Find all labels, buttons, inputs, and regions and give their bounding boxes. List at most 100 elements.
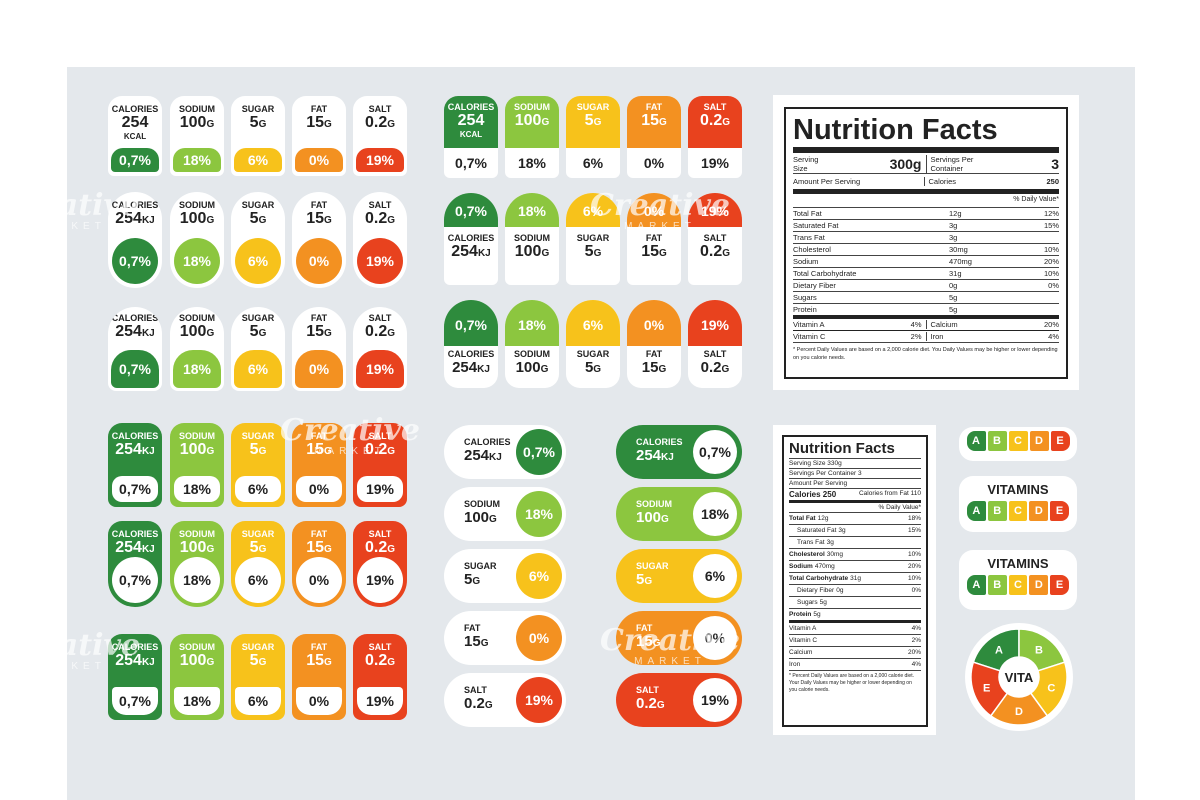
nutrient-value: 100G [464, 509, 500, 529]
grade-a: A [966, 431, 986, 451]
nutrient-unit: G [324, 446, 332, 457]
nutrient-tag-sodium: 18% SODIUM 100G [505, 193, 559, 285]
pct-value: 0,7% [119, 481, 151, 497]
nutrient-number: 254 [115, 210, 142, 227]
nf-row: Trans Fat 3g [789, 536, 921, 548]
nutrient-number: 15 [641, 112, 659, 129]
nutrient-value: 15G [292, 652, 346, 672]
nutrient-value: 15G [627, 112, 681, 132]
nutrient-label: SALT [368, 200, 392, 210]
pill-text: CALORIES 254KJ [636, 437, 683, 467]
pct-value: 6% [247, 253, 269, 269]
nutrient-unit: KCAL [459, 130, 483, 139]
nf-serving: Serving Size 300g Servings Per Container 3 [793, 155, 1059, 174]
nutrient-value: 100G [505, 112, 559, 132]
nutrient-tag-calories: CALORIES 254 KCAL 0,7% [444, 96, 498, 178]
grade-c: C [1008, 575, 1028, 595]
pct-box: 18% [174, 687, 220, 715]
grade-b: B [987, 501, 1007, 521]
nutrient-label: SODIUM [514, 102, 550, 112]
nutrient-value: 0.2G [464, 695, 493, 715]
nutrient-unit: G [659, 117, 667, 128]
pct-value: 19% [365, 361, 395, 377]
pct-circle: 6% [693, 554, 737, 598]
grade-e: E [1050, 501, 1069, 521]
watermark: Creative MARKET [920, 0, 1060, 30]
nutrient-unit: G [206, 446, 215, 457]
nutrient-label: SUGAR [241, 200, 275, 210]
nutrient-pill-sodium: SODIUM 100G 18% [616, 487, 742, 541]
nutrient-number: 0.2 [364, 323, 388, 340]
nutrient-unit: KJ [477, 364, 490, 375]
nutrient-pill-fat: FAT 15G 0% [444, 611, 566, 665]
nutrient-label: SUGAR [241, 431, 275, 441]
nutrient-value: 254 [444, 112, 498, 130]
nutrient-value: 100G [170, 323, 224, 343]
nutrient-unit: G [721, 364, 730, 375]
nutrient-label: SUGAR [241, 313, 275, 323]
pct-value: 0% [308, 152, 330, 168]
pct-value: 6% [247, 572, 269, 588]
nutrient-label: SALT [368, 104, 392, 114]
nf-row: Calcium 20% [789, 646, 921, 658]
nutrient-unit: G [258, 215, 267, 226]
pct-value: 19% [700, 155, 730, 171]
nf-vitamin-row: Vitamin C 2% Iron 4% [793, 330, 1059, 341]
nutrient-value: 15G [627, 359, 681, 379]
pct-value: 0% [308, 481, 330, 497]
nutrient-label: SUGAR [576, 233, 610, 243]
nutrient-unit: KJ [141, 215, 155, 226]
nutrient-tag-fat: 0% FAT 15G [627, 193, 681, 285]
nutrient-label: SALT [464, 685, 487, 695]
nutrient-unit: KJ [141, 328, 155, 339]
nutrient-label: SUGAR [576, 349, 610, 359]
nutrient-label: SUGAR [241, 529, 275, 539]
colored-header: FAT 15G [627, 96, 681, 148]
nutrient-number: 254 [115, 539, 142, 556]
donut-label-e: E [983, 683, 990, 695]
nutrient-number: 254 [451, 243, 478, 260]
nutrition-facts-label-large: Nutrition Facts Serving Size 300g Servings … [773, 95, 1079, 390]
nutrient-value: 100G [505, 243, 559, 263]
pct-value: 18% [182, 693, 212, 709]
nutrient-value: 5G [231, 323, 285, 343]
nutrient-tag-sugar: 6% SUGAR 5G [566, 193, 620, 285]
nutrient-pill-calories: CALORIES 254KJ 0,7% [616, 425, 742, 479]
nf-row: Sodium 470mg 20% [793, 255, 1059, 266]
pill-text: CALORIES 254KJ [464, 437, 511, 467]
nutrient-label: CALORIES [111, 529, 159, 539]
nutrient-label: SUGAR [464, 561, 497, 571]
nutrient-tag-sodium: SODIUM 100G 18% [170, 96, 224, 176]
nf-row: Cholesterol 30mg 10% [789, 548, 921, 560]
nutrient-value: 100G [505, 359, 559, 379]
pct-value: 0% [528, 630, 550, 646]
pct-value: 18% [182, 152, 212, 168]
nutrient-value: 0.2G [353, 652, 407, 672]
nutrient-number: 5 [249, 323, 259, 340]
nutrient-value: 254KJ [636, 447, 683, 467]
pct-tab: 0% [295, 148, 343, 172]
nutrient-value: 254KJ [444, 243, 498, 263]
nutrient-value: 254KJ [108, 323, 162, 343]
vita-center-label: VITA [1005, 670, 1034, 685]
nutrient-label: SALT [636, 685, 659, 695]
nutrient-value: 5G [636, 571, 669, 591]
nutrient-value: 100G [636, 509, 672, 529]
nutrient-number: 254 [115, 652, 142, 669]
pct-circle: 19% [516, 677, 562, 723]
nutrient-label: SUGAR [241, 104, 275, 114]
pill-text: SUGAR 5G [464, 561, 497, 591]
pct-value: 19% [365, 253, 395, 269]
nutrient-unit: G [593, 248, 602, 259]
nutrient-tag-salt: SALT 0.2G 19% [353, 521, 407, 607]
nutrient-number: 100 [464, 509, 490, 526]
grade-e: E [1050, 431, 1070, 451]
grade-d: D [1029, 575, 1049, 595]
nutrient-tag-sodium: SODIUM 100G 18% [170, 192, 224, 288]
nutrient-tag-calories: 0,7% CALORIES 254KJ [444, 193, 498, 285]
nutrient-label: SODIUM [179, 642, 215, 652]
nutrient-tag-calories: CALORIES 254 KCAL 0,7% [108, 96, 162, 176]
nutrient-value: 0.2G [353, 114, 407, 134]
nutrient-number: 15 [306, 323, 324, 340]
nutrient-number: 0.2 [699, 243, 723, 260]
